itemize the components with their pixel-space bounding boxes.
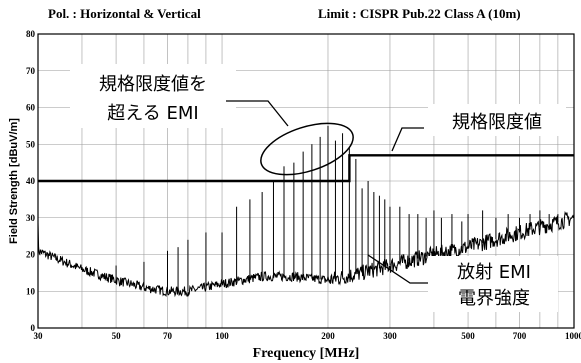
x-tick-label: 30	[34, 331, 44, 341]
exceeding-emi-leader	[226, 100, 289, 127]
x-tick-label: 500	[461, 331, 475, 341]
x-tick-label: 1000	[565, 331, 581, 341]
y-axis-label: Field Strength [dBuV/m]	[8, 118, 20, 244]
x-tick-label: 300	[383, 331, 397, 341]
x-tick-label: 50	[112, 331, 122, 341]
exceeding-emi-line2: 超える EMI	[107, 103, 198, 124]
y-tick-label: 70	[26, 66, 36, 76]
y-tick-label: 0	[31, 323, 36, 333]
y-tick-label: 20	[26, 250, 36, 260]
limit-standard-label: Limit : CISPR Pub.22 Class A (10m)	[318, 6, 521, 21]
x-axis-label: Frequency [MHz]	[253, 346, 360, 361]
exceeding-emi-box	[70, 64, 236, 128]
radiated-emi-line2: 電界強度	[458, 288, 530, 309]
polarization-label: Pol. : Horizontal & Vertical	[48, 6, 201, 21]
y-tick-label: 80	[26, 29, 36, 39]
y-tick-labels: 0 10 20 30 40 50 60 70 80	[26, 29, 36, 333]
x-tick-label: 100	[215, 331, 229, 341]
y-tick-label: 50	[26, 139, 36, 149]
x-tick-label: 200	[321, 331, 335, 341]
exceeding-emi-ellipse	[260, 122, 354, 176]
x-tick-labels: 30 50 70 100 200 300 500 700 1000	[34, 331, 581, 341]
y-tick-label: 40	[26, 176, 36, 186]
limit-line	[38, 154, 574, 183]
x-tick-label: 70	[163, 331, 173, 341]
y-tick-label: 10	[26, 286, 36, 296]
x-tick-label: 700	[513, 331, 527, 341]
emission-peaks	[115, 125, 559, 292]
plot-frame	[37, 33, 575, 329]
limit-value-label: 規格限度値	[452, 112, 542, 133]
limit-value-box	[428, 104, 566, 136]
radiated-emi-line1: 放射 EMI	[457, 262, 531, 283]
y-tick-label: 30	[26, 213, 36, 223]
radiated-emi-leader	[367, 254, 428, 284]
radiated-emi-box	[428, 256, 558, 312]
exceeding-emi-line1: 規格限度値を	[99, 74, 207, 95]
y-tick-label: 60	[26, 103, 36, 113]
noise-floor-trace	[37, 211, 575, 298]
limit-value-leader	[391, 127, 424, 152]
